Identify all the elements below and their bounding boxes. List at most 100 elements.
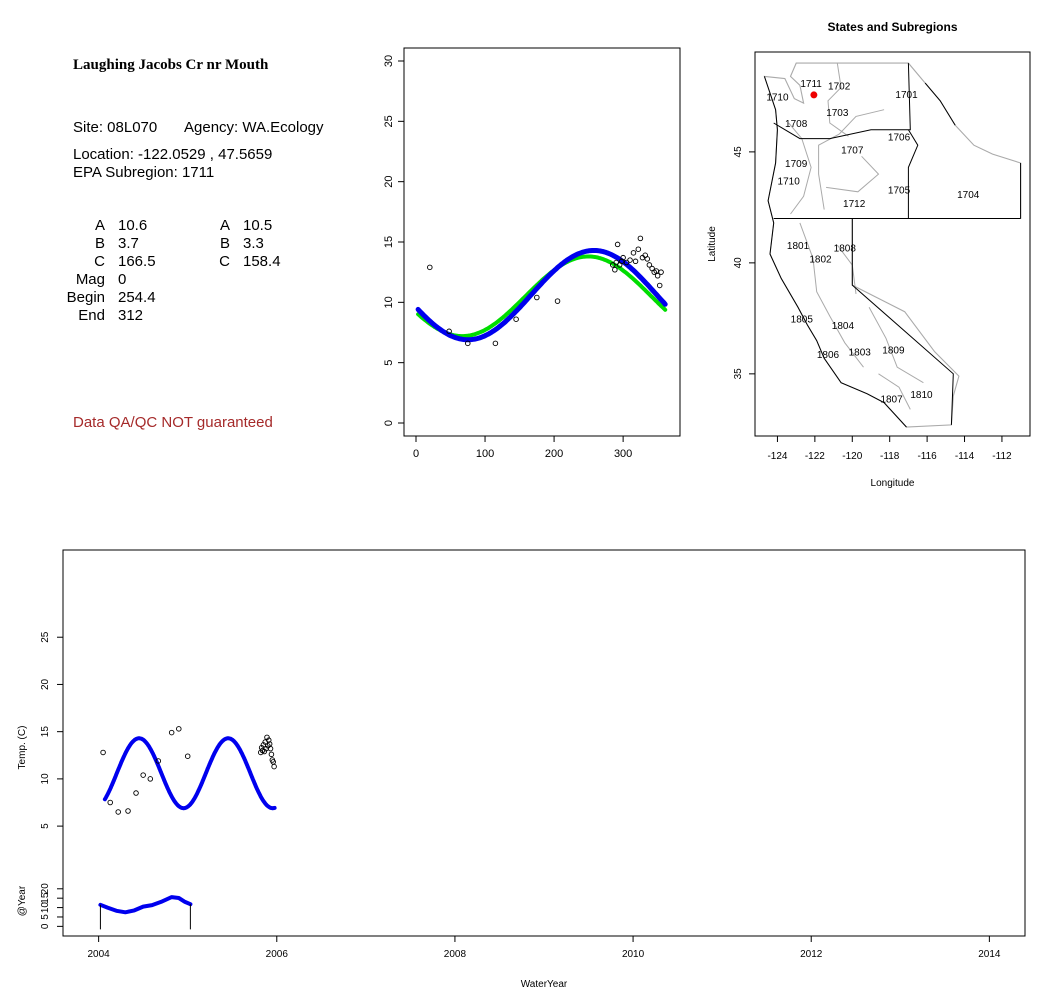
region-label: 1802 [809, 254, 832, 265]
data-point [632, 258, 639, 265]
region-label: 1704 [957, 190, 980, 201]
x-tick-label: 300 [614, 448, 632, 460]
data-point [107, 799, 113, 806]
data-point [271, 763, 277, 770]
y-tick-label: 10 [40, 773, 51, 785]
y-tick-label: 25 [40, 631, 51, 643]
x-tick-label: -116 [917, 451, 937, 462]
params-right: A 10.5 B 3.3 C 158.4 [160, 217, 281, 271]
data-point [534, 294, 540, 301]
data-point [658, 269, 664, 275]
y-tick-label: 0 [383, 420, 395, 426]
region-label: 1706 [888, 132, 911, 143]
param-label: B [219, 235, 230, 252]
y-axis-label-2: @Year [17, 885, 28, 916]
param-label: Mag [75, 271, 105, 288]
param-label: C [219, 253, 230, 270]
x-tick-label: 2008 [444, 949, 467, 960]
param-value: 10.6 [118, 217, 148, 234]
region-label: 1711 [800, 79, 822, 90]
x-tick-label: -114 [955, 451, 975, 462]
region-label: 1708 [785, 119, 808, 130]
data-point [147, 776, 154, 782]
params-left: A 10.6 B 3.7 C 166.5 Mag 0 Begin 254.4 End 312 [35, 217, 156, 325]
region-label: 1712 [843, 199, 866, 210]
subregion-boundary [799, 222, 864, 368]
data-point [140, 772, 146, 778]
x-axis-label: Longitude [871, 478, 915, 489]
state-border [924, 82, 956, 126]
y-tick-label: 15 [40, 726, 51, 738]
y-tick-label: 5 [40, 823, 51, 829]
param-row: Mag 0 [35, 271, 156, 289]
plot-frame [62, 549, 1026, 937]
y-tick-label: 25 [383, 115, 395, 127]
y-tick-label: 10 [383, 296, 395, 308]
x-tick-label: -124 [767, 451, 787, 462]
site-id: Site: 08L070 [73, 119, 158, 136]
y-tick-label: 15 [40, 892, 51, 904]
region-label: 1806 [817, 350, 840, 361]
y-tick-label: 20 [40, 678, 51, 690]
data-point [627, 257, 633, 263]
param-label: A [219, 217, 230, 234]
data-point [268, 751, 275, 758]
map-chart: States and Subregions -124 -122 -120 -118 -11… [707, 20, 1031, 489]
state-border [907, 129, 919, 219]
data-point [115, 809, 121, 815]
site-marker [810, 91, 818, 99]
y-tick-label: 15 [383, 236, 395, 248]
data-point [492, 340, 499, 347]
y-tick-label: 35 [733, 368, 744, 380]
data-point [635, 246, 642, 252]
param-row: B 3.7 [35, 235, 156, 253]
param-value: 254.4 [118, 289, 156, 306]
data-point [653, 268, 660, 274]
year-curve [98, 895, 193, 915]
qa-note: Data QA/QC NOT guaranteed [73, 414, 273, 431]
epa-subregion: EPA Subregion: 1711 [73, 164, 215, 181]
data-point [133, 790, 139, 796]
param-value: 166.5 [118, 253, 156, 270]
y-axis-label: Temp. (C) [17, 726, 28, 770]
data-point [620, 254, 626, 261]
data-point [465, 340, 471, 347]
x-tick-label: 2010 [622, 949, 645, 960]
region-label: 1807 [880, 394, 903, 405]
param-label: Begin [66, 289, 105, 306]
x-tick-label: 2006 [266, 949, 289, 960]
subregion-boundary [818, 109, 885, 210]
region-label: 1808 [834, 243, 857, 254]
data-point [155, 758, 162, 764]
data-point [100, 749, 106, 756]
y-tick-label: 10 [40, 902, 51, 914]
param-row: A 10.5 [160, 217, 281, 235]
x-axis-label: WaterYear [521, 979, 568, 990]
state-border [851, 218, 954, 425]
data-point [513, 316, 519, 322]
site-title: Laughing Jacobs Cr nr Mouth [73, 57, 269, 73]
coastline [763, 76, 907, 428]
data-point [654, 273, 661, 279]
x-tick-label: -112 [992, 451, 1012, 462]
data-point [427, 264, 433, 271]
param-value: 10.5 [243, 217, 273, 234]
seasonal-chart: 0 100 200 300 0 5 10 15 20 25 30 [383, 47, 681, 460]
plot-frame [754, 51, 1031, 437]
location: Location: -122.0529 , 47.5659 [73, 146, 273, 163]
param-value: 3.3 [243, 235, 264, 252]
region-label: 1804 [832, 321, 855, 332]
y-tick-label: 20 [383, 176, 395, 188]
param-row: C 166.5 [35, 253, 156, 271]
subregion-boundary [868, 307, 924, 384]
subregion-boundary [878, 373, 911, 410]
x-tick-label: 100 [476, 448, 494, 460]
y-tick-label: 45 [733, 146, 744, 158]
y-tick-label: 40 [733, 257, 744, 269]
param-row: B 3.3 [160, 235, 281, 253]
x-tick-label: -120 [842, 451, 862, 462]
param-row: Begin 254.4 [35, 289, 156, 307]
region-label: 1809 [882, 345, 905, 356]
x-tick-label: -118 [880, 451, 900, 462]
subregion-boundary [827, 63, 849, 137]
